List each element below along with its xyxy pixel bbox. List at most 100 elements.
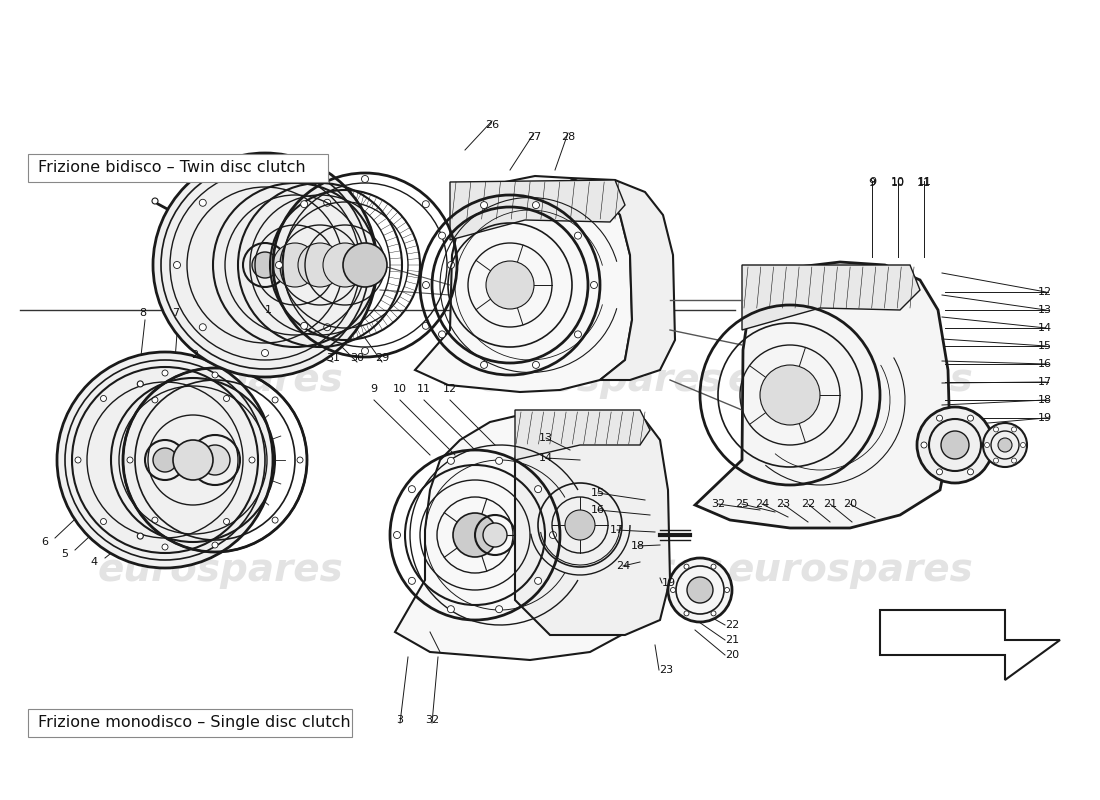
Text: 9: 9 (868, 178, 876, 188)
Circle shape (483, 523, 507, 547)
Circle shape (668, 558, 732, 622)
Circle shape (152, 397, 158, 403)
Circle shape (422, 201, 429, 208)
Circle shape (448, 458, 454, 464)
Circle shape (591, 282, 597, 289)
Polygon shape (395, 415, 654, 660)
Circle shape (1012, 427, 1016, 432)
Text: 11: 11 (918, 177, 932, 187)
Circle shape (711, 564, 716, 569)
Polygon shape (515, 410, 650, 460)
Text: 23: 23 (776, 499, 790, 509)
Circle shape (448, 262, 454, 269)
Circle shape (199, 199, 207, 206)
Text: 14: 14 (539, 453, 553, 463)
Circle shape (453, 513, 497, 557)
Text: 18: 18 (1038, 395, 1052, 405)
Text: 12: 12 (1038, 287, 1052, 297)
Text: 5: 5 (60, 549, 68, 559)
Text: 12: 12 (443, 384, 458, 394)
Circle shape (422, 322, 429, 330)
Text: 22: 22 (725, 620, 739, 630)
Circle shape (968, 415, 974, 421)
Text: 9: 9 (869, 177, 877, 187)
Circle shape (152, 198, 158, 204)
Circle shape (983, 442, 989, 448)
Text: 13: 13 (1038, 305, 1052, 315)
Circle shape (272, 397, 278, 403)
Circle shape (422, 282, 429, 289)
Circle shape (343, 243, 387, 287)
Text: eurospares: eurospares (97, 361, 343, 399)
Circle shape (711, 611, 716, 616)
Text: 14: 14 (1038, 323, 1052, 333)
Circle shape (162, 544, 168, 550)
Circle shape (323, 199, 331, 206)
Text: Frizione monodisco – Single disc clutch: Frizione monodisco – Single disc clutch (39, 715, 351, 730)
Text: 10: 10 (393, 384, 407, 394)
Circle shape (138, 533, 143, 539)
Circle shape (297, 457, 302, 463)
Text: 31: 31 (326, 353, 340, 363)
Circle shape (917, 407, 993, 483)
Text: eurospares: eurospares (477, 361, 723, 399)
Circle shape (153, 448, 177, 472)
Circle shape (153, 153, 377, 377)
Circle shape (300, 201, 308, 208)
Circle shape (671, 587, 675, 593)
Circle shape (75, 457, 81, 463)
Text: 22: 22 (801, 499, 815, 509)
Text: 10: 10 (891, 177, 905, 187)
Text: 15: 15 (1038, 341, 1052, 351)
Circle shape (993, 427, 999, 432)
Circle shape (223, 395, 230, 402)
Circle shape (249, 457, 255, 463)
Circle shape (262, 350, 268, 357)
Circle shape (998, 438, 1012, 452)
Circle shape (486, 261, 534, 309)
Text: 17: 17 (609, 525, 624, 535)
Circle shape (408, 578, 416, 584)
Circle shape (212, 372, 218, 378)
Text: 3: 3 (396, 715, 404, 725)
Text: 2: 2 (191, 350, 199, 360)
Circle shape (439, 331, 446, 338)
Text: 20: 20 (725, 650, 739, 660)
Circle shape (968, 469, 974, 475)
Text: 19: 19 (1038, 413, 1052, 423)
Text: 23: 23 (659, 665, 673, 675)
Text: 21: 21 (725, 635, 739, 645)
Circle shape (323, 324, 331, 330)
Circle shape (684, 564, 689, 569)
Circle shape (688, 577, 713, 603)
Circle shape (162, 370, 168, 376)
Circle shape (532, 202, 539, 209)
Text: 28: 28 (561, 132, 575, 142)
Text: eurospares: eurospares (727, 361, 972, 399)
Circle shape (921, 442, 927, 448)
Circle shape (408, 486, 416, 493)
Text: 26: 26 (485, 120, 499, 130)
Polygon shape (880, 610, 1060, 680)
Circle shape (481, 202, 487, 209)
Circle shape (350, 262, 356, 269)
Circle shape (275, 262, 283, 269)
Circle shape (496, 458, 503, 464)
Circle shape (272, 517, 278, 523)
Circle shape (448, 606, 454, 613)
FancyBboxPatch shape (28, 709, 352, 737)
Circle shape (298, 243, 342, 287)
Text: Frizione bidisco – Twin disc clutch: Frizione bidisco – Twin disc clutch (39, 161, 306, 175)
Circle shape (574, 331, 582, 338)
Circle shape (535, 578, 541, 584)
Circle shape (200, 445, 230, 475)
Circle shape (252, 252, 278, 278)
Circle shape (223, 518, 230, 525)
Text: eurospares: eurospares (477, 551, 723, 589)
Circle shape (936, 415, 943, 421)
Text: 17: 17 (1038, 377, 1052, 387)
Text: 10: 10 (891, 178, 905, 188)
Text: eurospares: eurospares (727, 551, 972, 589)
Circle shape (684, 611, 689, 616)
Circle shape (362, 175, 369, 182)
